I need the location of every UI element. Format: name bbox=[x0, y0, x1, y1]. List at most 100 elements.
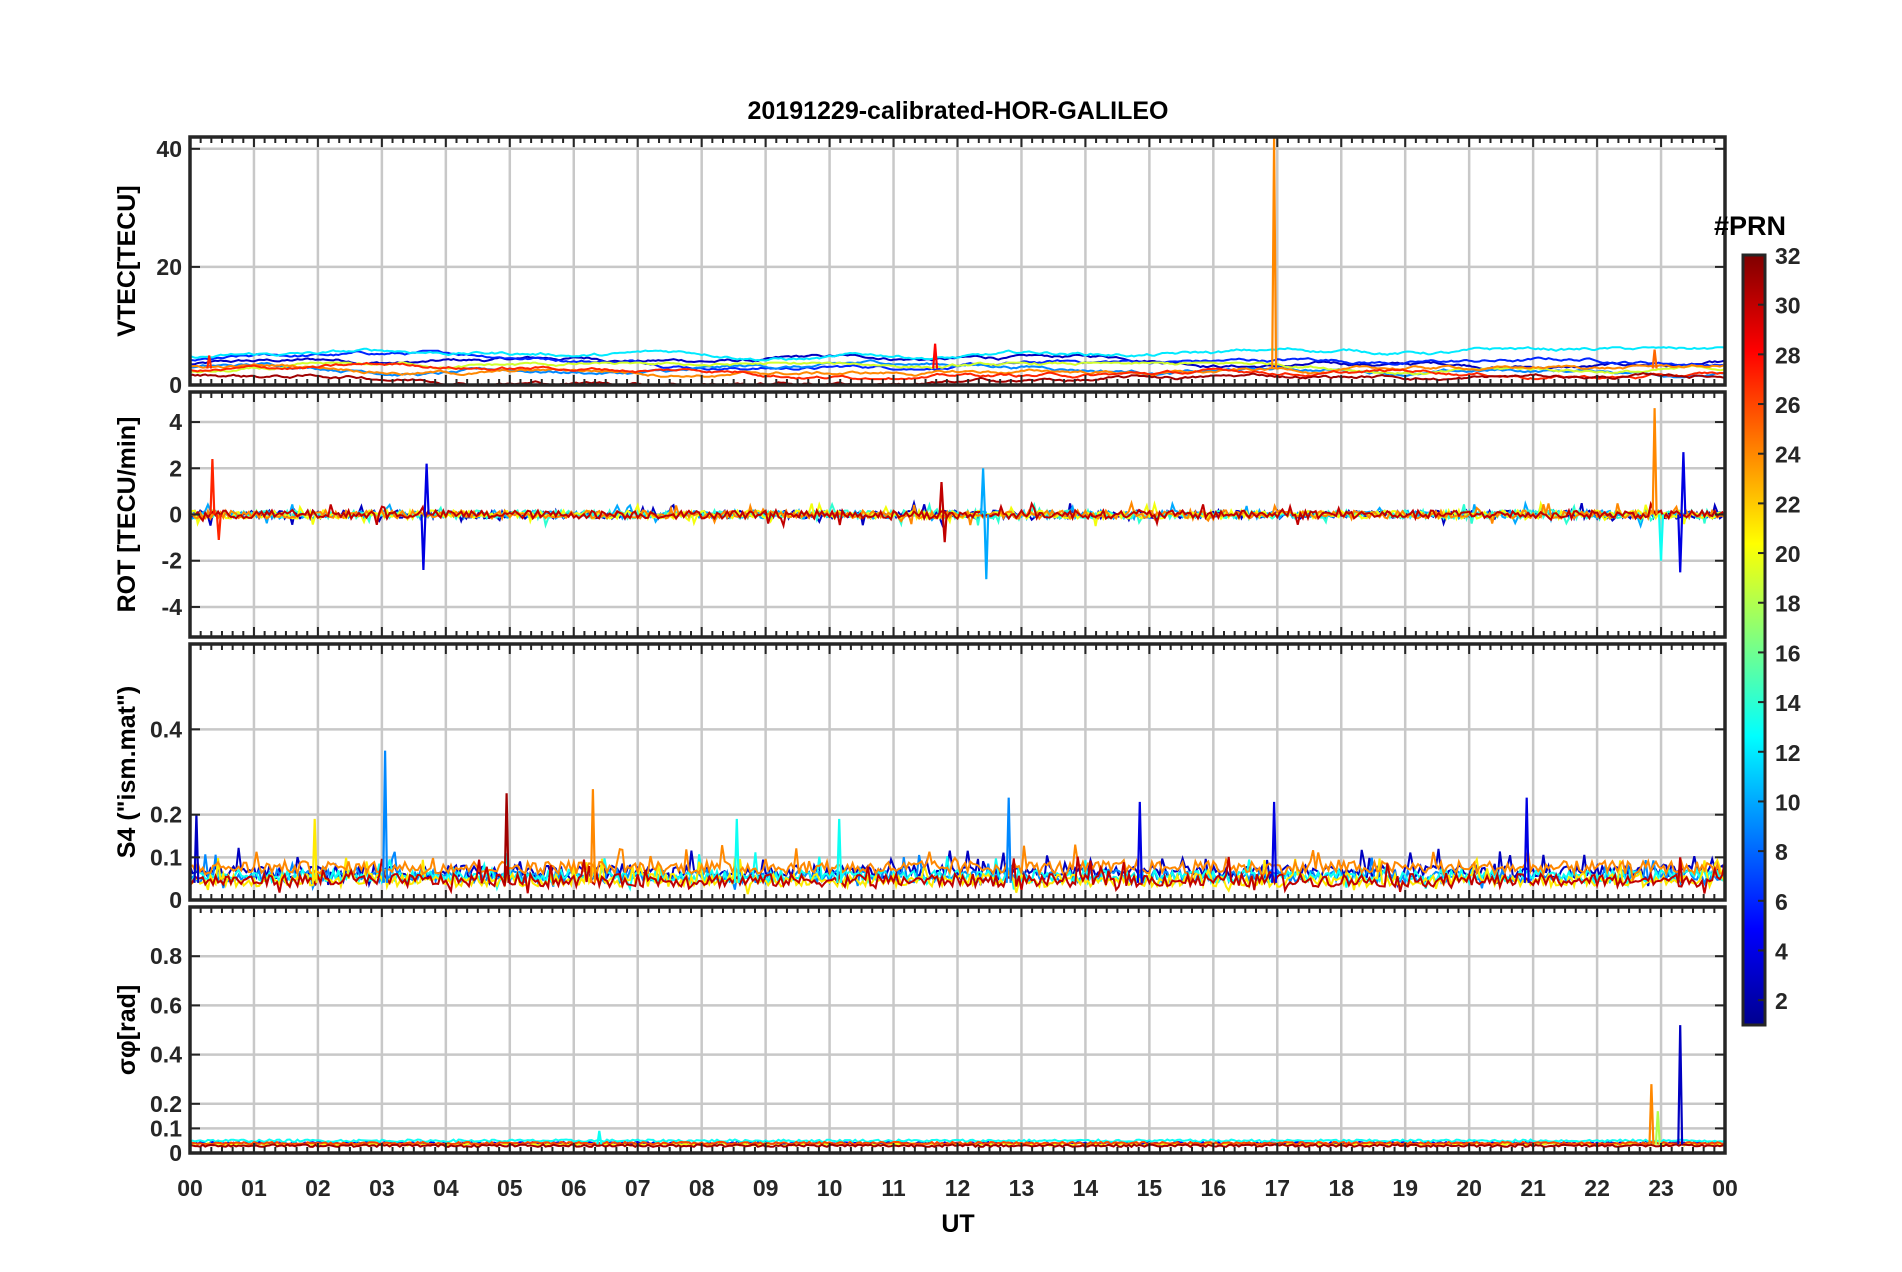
y-tick-label: -2 bbox=[162, 548, 182, 574]
series-line-prn-12 bbox=[190, 346, 1725, 362]
spike-prn-30 bbox=[1677, 857, 1684, 883]
colorbar-tick-label: 20 bbox=[1775, 541, 1801, 567]
colorbar-gradient bbox=[1741, 253, 1767, 1027]
spike-prn-30 bbox=[938, 482, 945, 515]
colorbar-tick-label: 18 bbox=[1775, 591, 1801, 617]
colorbar-tick-label: 26 bbox=[1775, 392, 1801, 418]
y-tick-label: 0.2 bbox=[150, 1091, 182, 1117]
spike-prn-4 bbox=[1271, 801, 1278, 883]
minor-ticks bbox=[189, 392, 1726, 637]
x-tick-label: 10 bbox=[817, 1175, 843, 1201]
spike-prn-27 bbox=[209, 458, 216, 515]
spike-prn-24 bbox=[589, 789, 596, 883]
y-tick-label: 20 bbox=[156, 254, 182, 280]
colorbar-tick-label: 4 bbox=[1775, 938, 1788, 964]
spike-prn-10 bbox=[983, 514, 990, 580]
series-line-prn-24 bbox=[190, 363, 1725, 378]
colorbar-tick-label: 12 bbox=[1775, 740, 1801, 766]
colorbar-tick-label: 14 bbox=[1775, 690, 1801, 716]
colorbar-title: #PRN bbox=[1714, 211, 1786, 241]
x-tick-label: 00 bbox=[1712, 1175, 1738, 1201]
x-tick-label: 22 bbox=[1584, 1175, 1610, 1201]
y-tick-label: -4 bbox=[162, 594, 183, 620]
y-tick-label: 0.4 bbox=[150, 1042, 182, 1068]
x-tick-label: 12 bbox=[945, 1175, 971, 1201]
x-tick-label: 13 bbox=[1009, 1175, 1035, 1201]
x-axis: 00 01 02 03 04 05 06 07 08 09 10 11 12 13 14 15 16 17 18 19… bbox=[177, 1175, 1738, 1201]
grid bbox=[190, 907, 1725, 1155]
spike-prn-4 bbox=[420, 514, 427, 571]
spike-prn-30 bbox=[941, 514, 948, 543]
panel-sigma-phi: 00.10.2 0.4 0.6 0.8 σφ[rad] bbox=[113, 905, 1727, 1166]
x-tick-label: 15 bbox=[1137, 1175, 1163, 1201]
series-line-prn-27 bbox=[190, 361, 1725, 381]
series-group bbox=[190, 750, 1725, 895]
x-tick-label: 19 bbox=[1392, 1175, 1418, 1201]
y-axis-label: σφ[rad] bbox=[113, 985, 141, 1076]
x-tick-label: 17 bbox=[1264, 1175, 1290, 1201]
spike-prn-3 bbox=[1677, 1025, 1684, 1145]
x-tick-label: 08 bbox=[689, 1175, 715, 1201]
x-tick-label: 11 bbox=[881, 1175, 906, 1201]
chart-title: 20191229-calibrated-HOR-GALILEO bbox=[748, 97, 1169, 125]
spike-prn-28 bbox=[932, 343, 939, 369]
x-tick-label: 04 bbox=[433, 1175, 459, 1201]
y-tick-label: 0 bbox=[169, 1140, 182, 1166]
x-tick-label: 14 bbox=[1073, 1175, 1099, 1201]
minor-ticks bbox=[189, 644, 1726, 900]
spike-prn-4 bbox=[1136, 801, 1143, 883]
x-tick-label: 07 bbox=[625, 1175, 651, 1201]
minor-ticks bbox=[189, 137, 1726, 385]
x-tick-label: 06 bbox=[561, 1175, 587, 1201]
spike-prn-18 bbox=[1654, 1111, 1661, 1145]
panel-vtec: 0 20 40 VTEC[TECU] bbox=[113, 135, 1727, 398]
x-tick-label: 16 bbox=[1201, 1175, 1227, 1201]
y-tick-label: 0 bbox=[169, 502, 182, 528]
series-line-prn-30 bbox=[190, 856, 1725, 895]
y-tick-label: 4 bbox=[169, 409, 182, 435]
spike-prn-4 bbox=[1677, 514, 1684, 573]
y-tick-label: 0 bbox=[169, 887, 182, 913]
x-tick-label: 01 bbox=[241, 1175, 267, 1201]
spike-prn-9 bbox=[382, 750, 389, 883]
y-tick-label: 0.1 bbox=[150, 1115, 182, 1141]
x-tick-label: 03 bbox=[369, 1175, 395, 1201]
y-tick-label: 0.8 bbox=[150, 943, 182, 969]
colorbar-tick-label: 22 bbox=[1775, 491, 1801, 517]
spike-prn-24 bbox=[1648, 1084, 1655, 1145]
series-line-prn-13 bbox=[190, 1138, 1725, 1144]
spike-prn-4 bbox=[423, 463, 430, 515]
colorbar-tick-label: 10 bbox=[1775, 789, 1801, 815]
spike-prn-27 bbox=[206, 355, 213, 369]
y-tick-label: 40 bbox=[156, 136, 182, 162]
colorbar-tick-label: 24 bbox=[1775, 442, 1801, 468]
spike-prn-9 bbox=[1005, 797, 1012, 883]
y-axis-label: VTEC[TECU] bbox=[113, 185, 141, 336]
panel-s4: 0 0.1 0.2 0.4 S4 ("ism.mat") bbox=[113, 642, 1727, 913]
x-tick-label: 05 bbox=[497, 1175, 523, 1201]
spike-prn-21 bbox=[311, 818, 318, 883]
spike-prn-24 bbox=[1271, 137, 1278, 369]
x-tick-label: 09 bbox=[753, 1175, 779, 1201]
x-tick-label: 21 bbox=[1520, 1175, 1546, 1201]
x-tick-label: 02 bbox=[305, 1175, 331, 1201]
spike-prn-31 bbox=[503, 793, 510, 883]
panel-rot: -4 -2 0 2 4 ROT [TECU/min] bbox=[113, 390, 1727, 639]
y-tick-label: 2 bbox=[169, 455, 182, 481]
spike-prn-4 bbox=[1523, 797, 1530, 883]
spike-prn-27 bbox=[215, 514, 222, 540]
spike-prn-13 bbox=[596, 1130, 603, 1145]
spike-prn-13 bbox=[733, 818, 740, 883]
x-tick-label: 23 bbox=[1648, 1175, 1674, 1201]
colorbar-tick-label: 30 bbox=[1775, 293, 1801, 319]
y-tick-label: 0.2 bbox=[150, 802, 182, 828]
spike-prn-13 bbox=[1658, 514, 1665, 561]
x-axis-label: UT bbox=[941, 1210, 974, 1238]
spike-prn-25 bbox=[1651, 349, 1658, 369]
y-tick-label: 0.1 bbox=[150, 844, 182, 870]
colorbar-tick-label: 6 bbox=[1775, 889, 1788, 915]
x-tick-label: 00 bbox=[177, 1175, 203, 1201]
series-line-prn-24 bbox=[190, 844, 1725, 885]
spike-prn-24 bbox=[1651, 408, 1658, 515]
